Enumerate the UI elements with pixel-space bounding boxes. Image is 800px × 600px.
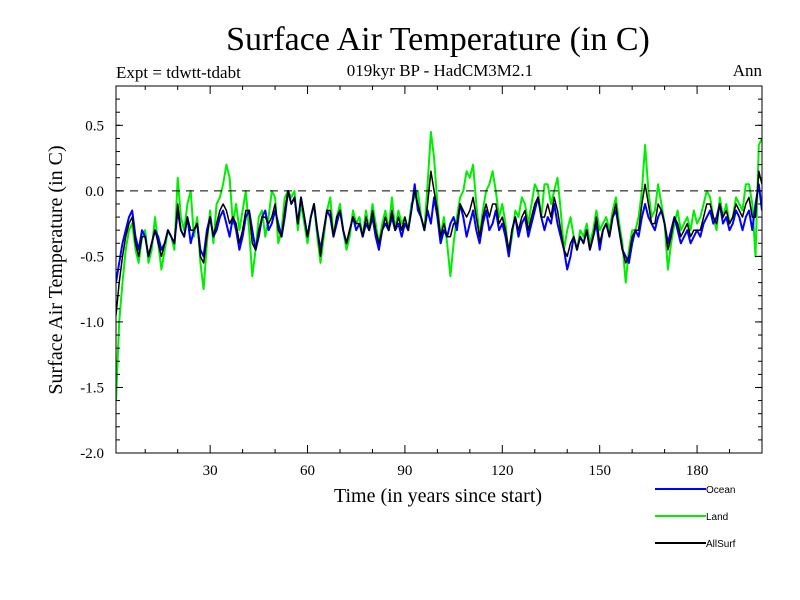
y-tick-label: -2.0 — [80, 446, 104, 462]
x-tick-label: 180 — [686, 463, 709, 479]
x-tick-label: 60 — [300, 463, 315, 479]
y-tick-label: -1.5 — [80, 380, 104, 396]
x-tick-label: 90 — [397, 463, 412, 479]
y-tick-label: 0.0 — [85, 184, 104, 200]
chart-subtitle: 019kyr BP - HadCM3M2.1 — [347, 61, 533, 80]
y-tick-label: -1.0 — [80, 315, 104, 331]
y-tick-label: 0.5 — [85, 118, 104, 134]
series-line-ocean — [116, 183, 762, 283]
legend-label-ocean: Ocean — [706, 485, 735, 496]
y-tick-label: -0.5 — [80, 249, 104, 265]
legend-label-land: Land — [706, 512, 728, 523]
series-line-allsurf — [116, 170, 762, 316]
legend-label-allsurf: AllSurf — [706, 539, 736, 550]
y-axis: -2.0 -1.5 -1.0 -0.5 0.0 0.5 — [80, 85, 762, 462]
chart-title: Surface Air Temperature (in C) — [226, 21, 650, 58]
x-axis-label: Time (in years since start) — [334, 485, 542, 507]
x-axis: 30 60 90 120 150 180 — [144, 86, 763, 479]
x-tick-label: 120 — [491, 463, 514, 479]
series-layer — [116, 130, 762, 401]
series-line-land — [116, 130, 762, 401]
experiment-label: Expt = tdwtt-tdabt — [116, 63, 241, 82]
season-label: Ann — [733, 61, 763, 80]
legend: Ocean Land AllSurf — [655, 485, 736, 550]
plot-frame — [115, 85, 763, 454]
x-tick-label: 150 — [588, 463, 611, 479]
x-tick-label: 30 — [203, 463, 218, 479]
y-axis-label: Surface Air Temperature (in C) — [45, 145, 67, 394]
